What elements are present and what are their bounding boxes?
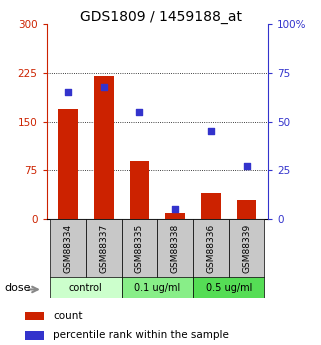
Bar bbox=[94, 76, 114, 219]
Bar bbox=[165, 213, 185, 219]
Bar bbox=[50, 219, 86, 278]
Bar bbox=[50, 277, 122, 298]
Text: GSM88334: GSM88334 bbox=[64, 224, 73, 273]
Bar bbox=[122, 277, 193, 298]
Text: GDS1809 / 1459188_at: GDS1809 / 1459188_at bbox=[80, 10, 241, 24]
Text: GSM88335: GSM88335 bbox=[135, 224, 144, 273]
Point bbox=[101, 84, 106, 89]
Bar bbox=[122, 219, 157, 278]
Text: control: control bbox=[69, 283, 103, 293]
Bar bbox=[25, 312, 44, 320]
Point bbox=[173, 207, 178, 212]
Text: GSM88337: GSM88337 bbox=[99, 224, 108, 273]
Text: count: count bbox=[53, 310, 83, 321]
Bar bbox=[25, 331, 44, 340]
Text: GSM88339: GSM88339 bbox=[242, 224, 251, 273]
Text: dose: dose bbox=[5, 283, 31, 293]
Text: 0.5 ug/ml: 0.5 ug/ml bbox=[205, 283, 252, 293]
Point bbox=[65, 90, 71, 95]
Bar bbox=[86, 219, 122, 278]
Bar bbox=[229, 219, 265, 278]
Point bbox=[137, 109, 142, 115]
Point bbox=[208, 129, 213, 134]
Bar bbox=[193, 277, 265, 298]
Text: GSM88336: GSM88336 bbox=[206, 224, 215, 273]
Text: 0.1 ug/ml: 0.1 ug/ml bbox=[134, 283, 180, 293]
Bar bbox=[201, 193, 221, 219]
Text: GSM88338: GSM88338 bbox=[171, 224, 180, 273]
Point bbox=[244, 164, 249, 169]
Bar bbox=[130, 161, 149, 219]
Bar bbox=[193, 219, 229, 278]
Bar bbox=[58, 109, 78, 219]
Bar bbox=[157, 219, 193, 278]
Bar bbox=[237, 199, 256, 219]
Text: percentile rank within the sample: percentile rank within the sample bbox=[53, 331, 229, 340]
